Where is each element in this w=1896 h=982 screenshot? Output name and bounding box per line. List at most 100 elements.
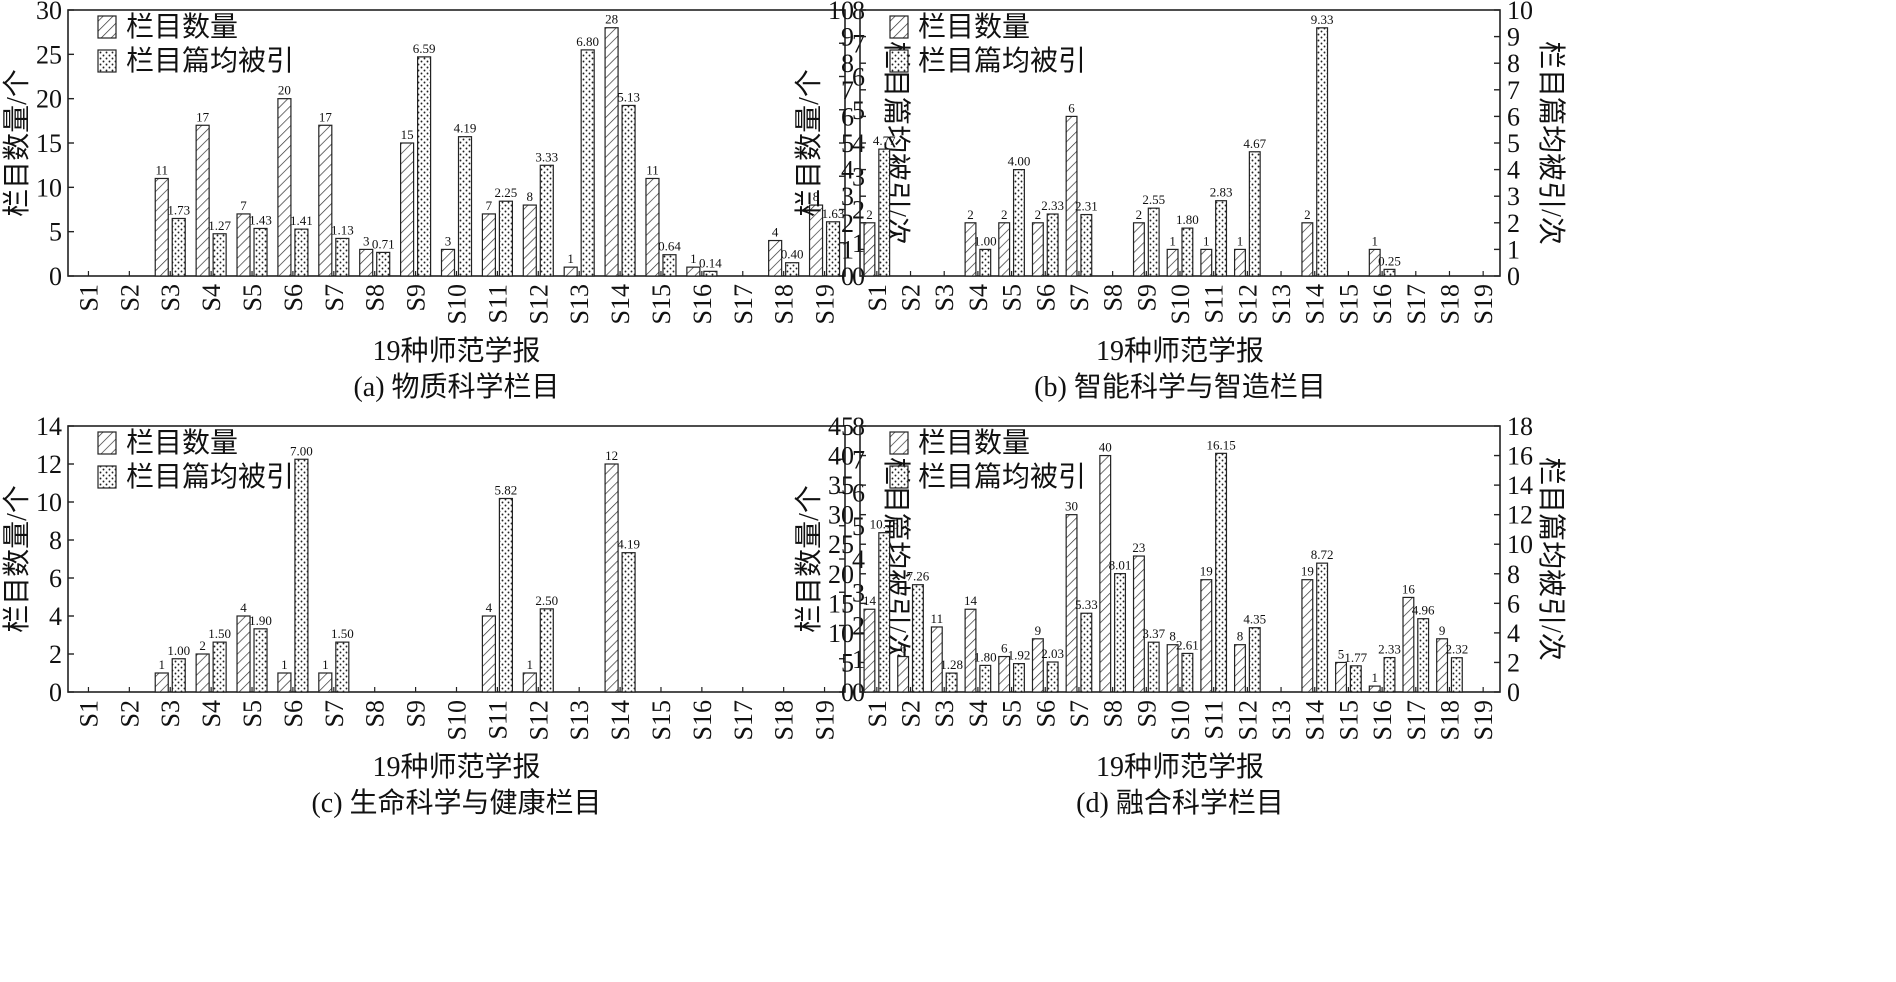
bar-citation-label-S16: 0.25 <box>1378 253 1401 268</box>
bar-citation-label-S4: 1.27 <box>208 218 231 233</box>
y-left-tick-label: 20 <box>36 85 62 114</box>
bar-count-label-S12: 8 <box>1237 629 1244 644</box>
bar-count-S16 <box>1368 685 1381 693</box>
bar-count-label-S3: 11 <box>931 611 944 626</box>
bar-count-S12 <box>1233 248 1246 277</box>
panel-caption: (d) 融合科学栏目 <box>1076 787 1284 819</box>
x-tick-label: S12 <box>1233 284 1262 324</box>
bar-count-label-S5: 7 <box>240 198 247 213</box>
y-left-tick-label: 10 <box>36 173 62 202</box>
bar-citation-S6 <box>1046 661 1059 693</box>
bar-count-label-S8: 40 <box>1099 440 1112 455</box>
y-left-tick-label: 0 <box>841 262 854 291</box>
x-tick-label: S10 <box>1166 284 1195 324</box>
bar-citation-label-S2: 7.26 <box>907 569 930 584</box>
bar-citation-label-S14: 9.33 <box>1311 12 1334 27</box>
bar-citation-label-S12: 4.35 <box>1243 612 1266 627</box>
y-left-tick-label: 7 <box>841 76 854 105</box>
y-right-tick-label: 12 <box>1507 501 1533 530</box>
y-left-tick-label: 0 <box>49 678 62 707</box>
bar-count-S1 <box>863 608 876 693</box>
bar-count-S15 <box>1335 661 1348 693</box>
bar-citation-S4 <box>212 641 227 693</box>
bar-count-S9 <box>1132 222 1145 277</box>
bar-count-S7 <box>318 124 333 277</box>
bar-citation-S3 <box>171 658 186 693</box>
bar-count-S11 <box>1200 579 1213 693</box>
bar-count-S11 <box>481 615 496 693</box>
bar-citation-S16 <box>1383 656 1396 693</box>
x-tick-label: S3 <box>156 700 185 727</box>
y-right-tick-label: 7 <box>1507 76 1520 105</box>
x-tick-label: S6 <box>279 700 308 727</box>
bar-count-label-S7: 30 <box>1065 499 1078 514</box>
y-right-tick-label: 7 <box>852 445 865 474</box>
x-axis-label: 19种师范学报 <box>372 335 540 367</box>
bar-count-S12 <box>522 204 537 277</box>
bar-citation-S7 <box>1080 213 1093 277</box>
x-tick-label: S10 <box>1166 700 1195 740</box>
bar-citation-S10 <box>1181 652 1194 693</box>
bar-citation-S5 <box>253 628 268 693</box>
bar-citation-label-S11: 5.82 <box>495 482 518 497</box>
bar-count-label-S3: 11 <box>155 162 168 177</box>
bar-citation-label-S14: 4.19 <box>617 537 640 552</box>
bar-count-S19 <box>808 204 824 277</box>
y-right-tick-label: 8 <box>1507 49 1520 78</box>
x-tick-label: S11 <box>1200 700 1229 740</box>
x-tick-label: S15 <box>647 284 676 324</box>
bar-count-label-S14: 19 <box>1301 564 1314 579</box>
y-right-tick-label: 5 <box>1507 129 1520 158</box>
y-left-tick-label: 9 <box>841 23 854 52</box>
x-tick-label: S1 <box>74 284 103 311</box>
bar-count-S3 <box>154 672 169 693</box>
bar-citation-S11 <box>1215 452 1228 693</box>
y-right-tick-label: 0 <box>852 262 865 291</box>
bar-count-S10 <box>440 248 456 277</box>
y-left-tick-label: 6 <box>49 564 62 593</box>
bar-count-label-S6: 9 <box>1035 623 1042 638</box>
bar-citation-label-S18: 2.32 <box>1445 642 1468 657</box>
x-tick-label: S5 <box>998 700 1027 727</box>
x-tick-label: S16 <box>688 700 717 740</box>
legend-swatch-count <box>889 431 909 455</box>
x-tick-label: S16 <box>688 284 717 324</box>
bar-count-label-S16: 1 <box>1371 670 1378 685</box>
y-right-tick-label: 3 <box>852 578 865 607</box>
x-tick-label: S14 <box>606 700 635 740</box>
x-tick-label: S9 <box>402 284 431 311</box>
y-right-tick-label: 2 <box>852 196 865 225</box>
bar-citation-label-S13: 6.80 <box>576 34 599 49</box>
y-left-axis-label: 栏目数量/个 <box>1 69 33 217</box>
x-tick-label: S13 <box>565 284 594 324</box>
bar-count-label-S14: 2 <box>1304 207 1311 222</box>
x-tick-label: S1 <box>74 700 103 727</box>
bar-citation-label-S5: 1.90 <box>249 613 272 628</box>
y-right-tick-label: 4 <box>1507 156 1520 185</box>
bar-citation-label-S7: 1.13 <box>331 222 354 237</box>
bar-count-S3 <box>930 626 943 693</box>
x-tick-label: S15 <box>1334 284 1363 324</box>
y-right-tick-label: 4 <box>1507 619 1520 648</box>
bar-count-S9 <box>400 142 415 277</box>
bar-citation-S17 <box>1417 618 1430 693</box>
bar-citation-label-S18: 0.40 <box>781 247 804 262</box>
x-tick-label: S9 <box>1132 700 1161 727</box>
x-tick-label: S3 <box>156 284 185 311</box>
bar-count-S13 <box>563 266 578 277</box>
bar-citation-label-S5: 1.43 <box>249 212 272 227</box>
bar-count-label-S4: 14 <box>964 593 978 608</box>
bar-citation-S14 <box>621 104 636 277</box>
y-left-tick-label: 2 <box>841 209 854 238</box>
bar-count-S16 <box>686 266 701 277</box>
x-tick-label: S11 <box>1200 284 1229 324</box>
y-left-tick-label: 0 <box>841 678 854 707</box>
y-left-tick-label: 10 <box>828 619 854 648</box>
bar-citation-label-S3: 1.00 <box>167 643 190 658</box>
legend-label-citation: 栏目篇均被引 <box>126 45 294 77</box>
bar-count-label-S4: 2 <box>967 207 974 222</box>
y-left-tick-label: 8 <box>49 526 62 555</box>
bar-count-label-S11: 19 <box>1200 564 1213 579</box>
